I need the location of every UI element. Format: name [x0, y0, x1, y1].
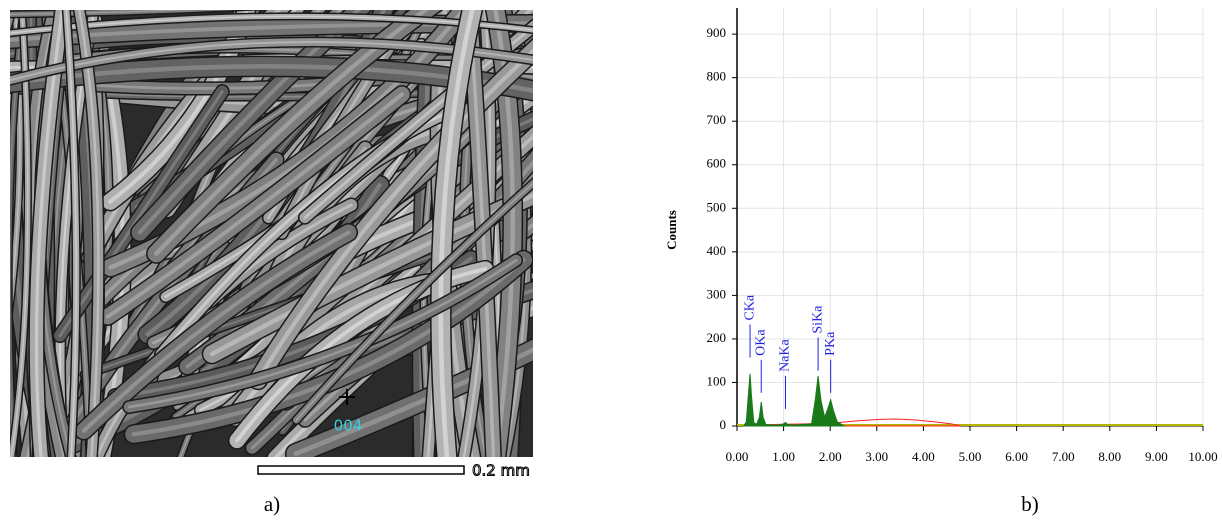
- x-tick-label: 6.00: [1005, 449, 1028, 464]
- fiber-highlight: [131, 257, 526, 437]
- peak-label: NaKa: [778, 338, 793, 371]
- fiber-highlight: [10, 10, 195, 15]
- x-tick-label: 7.00: [1052, 449, 1075, 464]
- x-tick-label: 8.00: [1098, 449, 1121, 464]
- fiber-highlight: [303, 25, 533, 220]
- fiber-highlight: [137, 10, 362, 235]
- y-tick-label: 700: [707, 112, 727, 127]
- fiber-highlight: [0, 0, 11, 470]
- y-tick-label: 500: [707, 199, 727, 214]
- fiber-highlight: [438, 10, 475, 457]
- caption: b): [1021, 492, 1039, 516]
- scale-label: 0.2 mm: [472, 462, 530, 480]
- y-tick-label: 300: [707, 286, 727, 301]
- fiber-highlight: [127, 258, 518, 409]
- spectrum: [743, 373, 846, 427]
- fiber: [10, 10, 16, 31]
- fiber-highlight: [81, 230, 351, 433]
- scale-bar: [257, 465, 465, 475]
- fiber-highlight: [255, 48, 533, 383]
- fiber-highlight: [295, 182, 533, 421]
- x-tick-label: 9.00: [1145, 449, 1168, 464]
- fiber-shadow: [10, 10, 18, 37]
- peak-label: PKa: [823, 331, 838, 356]
- fiber-highlight: [34, 10, 64, 457]
- y-tick-label: 400: [707, 243, 727, 258]
- fibers: [0, 0, 533, 470]
- x-tick-label: 0.00: [726, 449, 749, 464]
- plot: 0 100 200 300 400 500 600 700 800 900 0.00 1.00 2.00…: [707, 8, 1218, 464]
- y-tick-label: 900: [707, 25, 727, 40]
- marker-label: 004: [334, 417, 363, 435]
- x-tick-label: 10.00: [1188, 449, 1217, 464]
- y-axis-label: Counts: [664, 210, 679, 250]
- y-tick-label: 200: [707, 330, 727, 345]
- x-tick-label: 3.00: [865, 449, 888, 464]
- fiber-highlight: [65, 10, 77, 457]
- y-tick-label: 100: [707, 373, 727, 388]
- caption: a): [264, 492, 280, 516]
- peak-label: OKa: [753, 329, 768, 356]
- crosshair: [339, 389, 355, 405]
- y-tick-label: 0: [720, 417, 727, 432]
- x-tick-label: 2.00: [819, 449, 842, 464]
- peak-label: SiKa: [810, 305, 825, 334]
- y-tick-label: 600: [707, 156, 727, 171]
- x-tick-label: 4.00: [912, 449, 935, 464]
- fiber-highlight: [77, 10, 100, 457]
- fiber-highlight: [10, 10, 25, 457]
- x-tick-label: 5.00: [959, 449, 982, 464]
- fiber-highlight: [105, 92, 404, 319]
- y-tick-label: 800: [707, 69, 727, 84]
- peak-label: CKa: [742, 294, 757, 320]
- x-tick-label: 1.00: [772, 449, 795, 464]
